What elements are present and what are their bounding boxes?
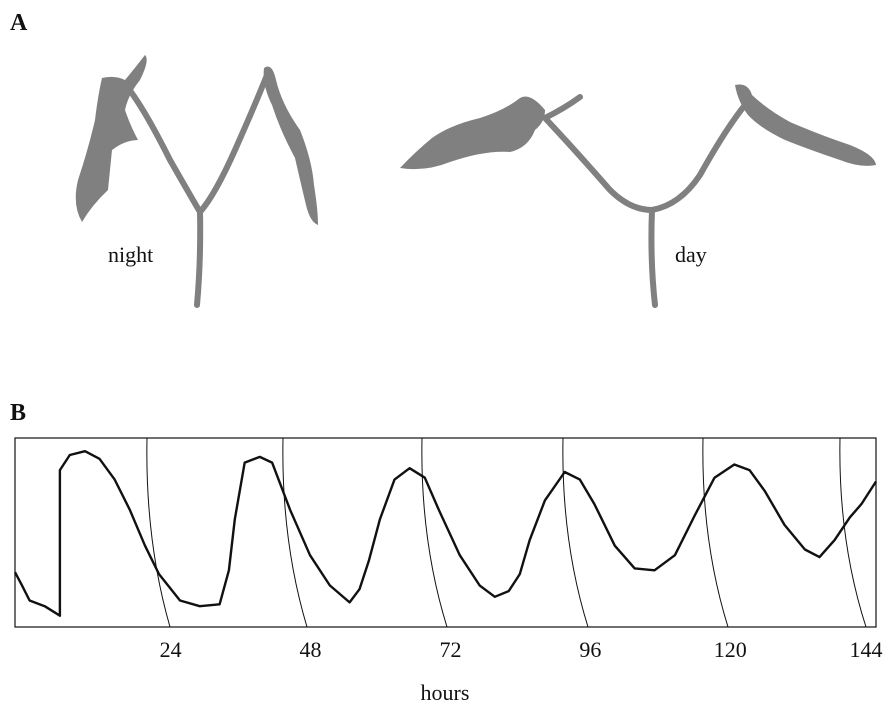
night-plant: [75, 55, 318, 308]
night-label: night: [108, 242, 153, 267]
x-axis-label: hours: [421, 680, 470, 705]
x-tick-label: 72: [439, 637, 461, 662]
x-tick-label: 24: [160, 637, 182, 662]
x-tick-label: 120: [714, 637, 747, 662]
recorder-arcs: [146, 437, 867, 628]
panel-label: B: [10, 400, 26, 426]
x-tick-label: 96: [579, 637, 601, 662]
trace-line: [13, 450, 878, 617]
day-plant: [400, 84, 876, 308]
x-tick-label: 48: [300, 637, 322, 662]
panel-label: A: [10, 10, 28, 36]
x-tick-label: 144: [850, 637, 883, 662]
plot-frame: [14, 437, 877, 628]
day-label: day: [675, 242, 707, 267]
